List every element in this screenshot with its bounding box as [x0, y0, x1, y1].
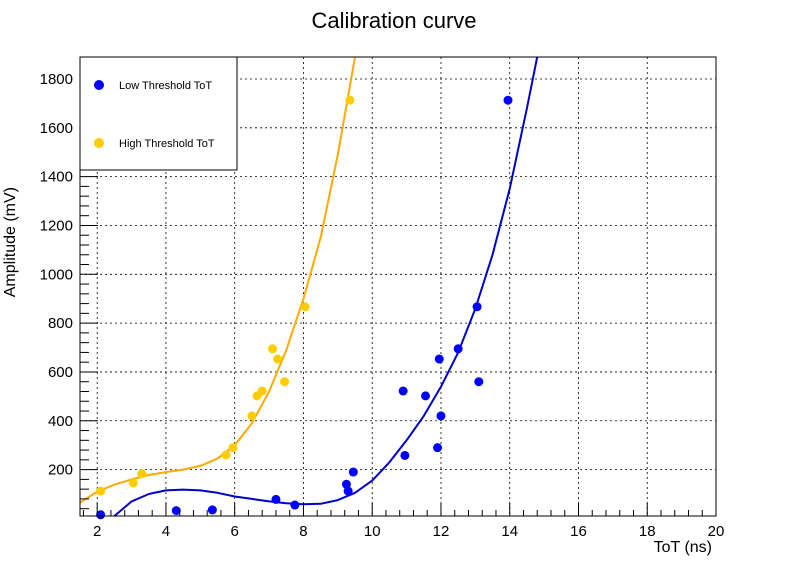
data-point-series-1: [300, 302, 310, 312]
plot-frame: [79, 56, 717, 517]
y-tick-label: 1600: [40, 120, 73, 137]
legend-label-low: Low Threshold ToT: [119, 80, 212, 92]
x-tick-label: 10: [364, 523, 381, 540]
chart-title: Calibration curve: [311, 8, 476, 33]
data-point-series-0: [348, 467, 358, 477]
y-tick-label: 800: [48, 315, 73, 332]
fit-curves: [79, 56, 539, 517]
data-point-series-1: [137, 469, 147, 479]
data-point-series-0: [171, 506, 181, 516]
data-point-series-0: [290, 500, 300, 510]
x-tick-label: 14: [501, 523, 518, 540]
data-point-series-1: [128, 478, 138, 488]
data-point-series-1: [273, 354, 283, 364]
data-point-series-0: [503, 95, 513, 105]
data-point-series-0: [398, 386, 408, 396]
fit-curve-series-1: [79, 56, 356, 504]
y-tick-label: 1000: [40, 266, 73, 283]
x-tick-label: 2: [93, 523, 101, 540]
data-point-series-0: [434, 354, 444, 364]
x-tick-label: 8: [299, 523, 307, 540]
data-point-series-0: [472, 302, 482, 312]
data-point-series-0: [271, 494, 281, 504]
data-point-series-1: [228, 443, 238, 453]
data-point-series-0: [343, 486, 353, 496]
legend-box: [79, 56, 238, 171]
data-point-series-0: [453, 344, 463, 354]
data-point-series-1: [345, 95, 355, 105]
legend-marker-low: [94, 80, 104, 90]
data-point-series-0: [474, 377, 484, 387]
data-point-series-1: [280, 377, 290, 387]
legend-marker-high: [94, 138, 104, 148]
data-point-series-1: [257, 386, 267, 396]
data-point-series-1: [268, 344, 278, 354]
y-tick-label: 200: [48, 462, 73, 479]
x-tick-label: 12: [433, 523, 450, 540]
data-point-series-0: [96, 510, 106, 520]
data-points: [96, 95, 513, 520]
y-axis-label: Amplitude (mV): [2, 187, 19, 297]
y-tick-label: 1200: [40, 217, 73, 234]
data-point-series-0: [341, 479, 351, 489]
data-point-series-0: [400, 450, 410, 460]
data-point-series-1: [96, 486, 106, 496]
x-tick-label: 20: [708, 523, 725, 540]
x-tick-label: 6: [231, 523, 239, 540]
y-tick-label: 600: [48, 364, 73, 381]
data-point-series-1: [221, 450, 231, 460]
y-tick-label: 400: [48, 413, 73, 430]
legend: Low Threshold ToT High Threshold ToT: [79, 56, 238, 171]
data-point-series-0: [421, 391, 431, 401]
x-tick-label: 18: [639, 523, 656, 540]
x-tick-label: 4: [162, 523, 170, 540]
fit-curve-series-0: [113, 56, 539, 517]
data-point-series-0: [436, 411, 446, 421]
y-tick-label: 1400: [40, 169, 73, 186]
y-tick-label: 1800: [40, 71, 73, 88]
x-tick-label: 16: [570, 523, 587, 540]
data-point-series-0: [433, 443, 443, 453]
data-point-series-0: [207, 505, 217, 515]
legend-label-high: High Threshold ToT: [119, 138, 215, 150]
data-point-series-1: [247, 411, 257, 421]
x-axis-label: ToT (ns): [654, 539, 712, 556]
